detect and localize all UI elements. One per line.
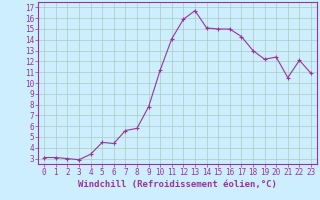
X-axis label: Windchill (Refroidissement éolien,°C): Windchill (Refroidissement éolien,°C) — [78, 180, 277, 189]
